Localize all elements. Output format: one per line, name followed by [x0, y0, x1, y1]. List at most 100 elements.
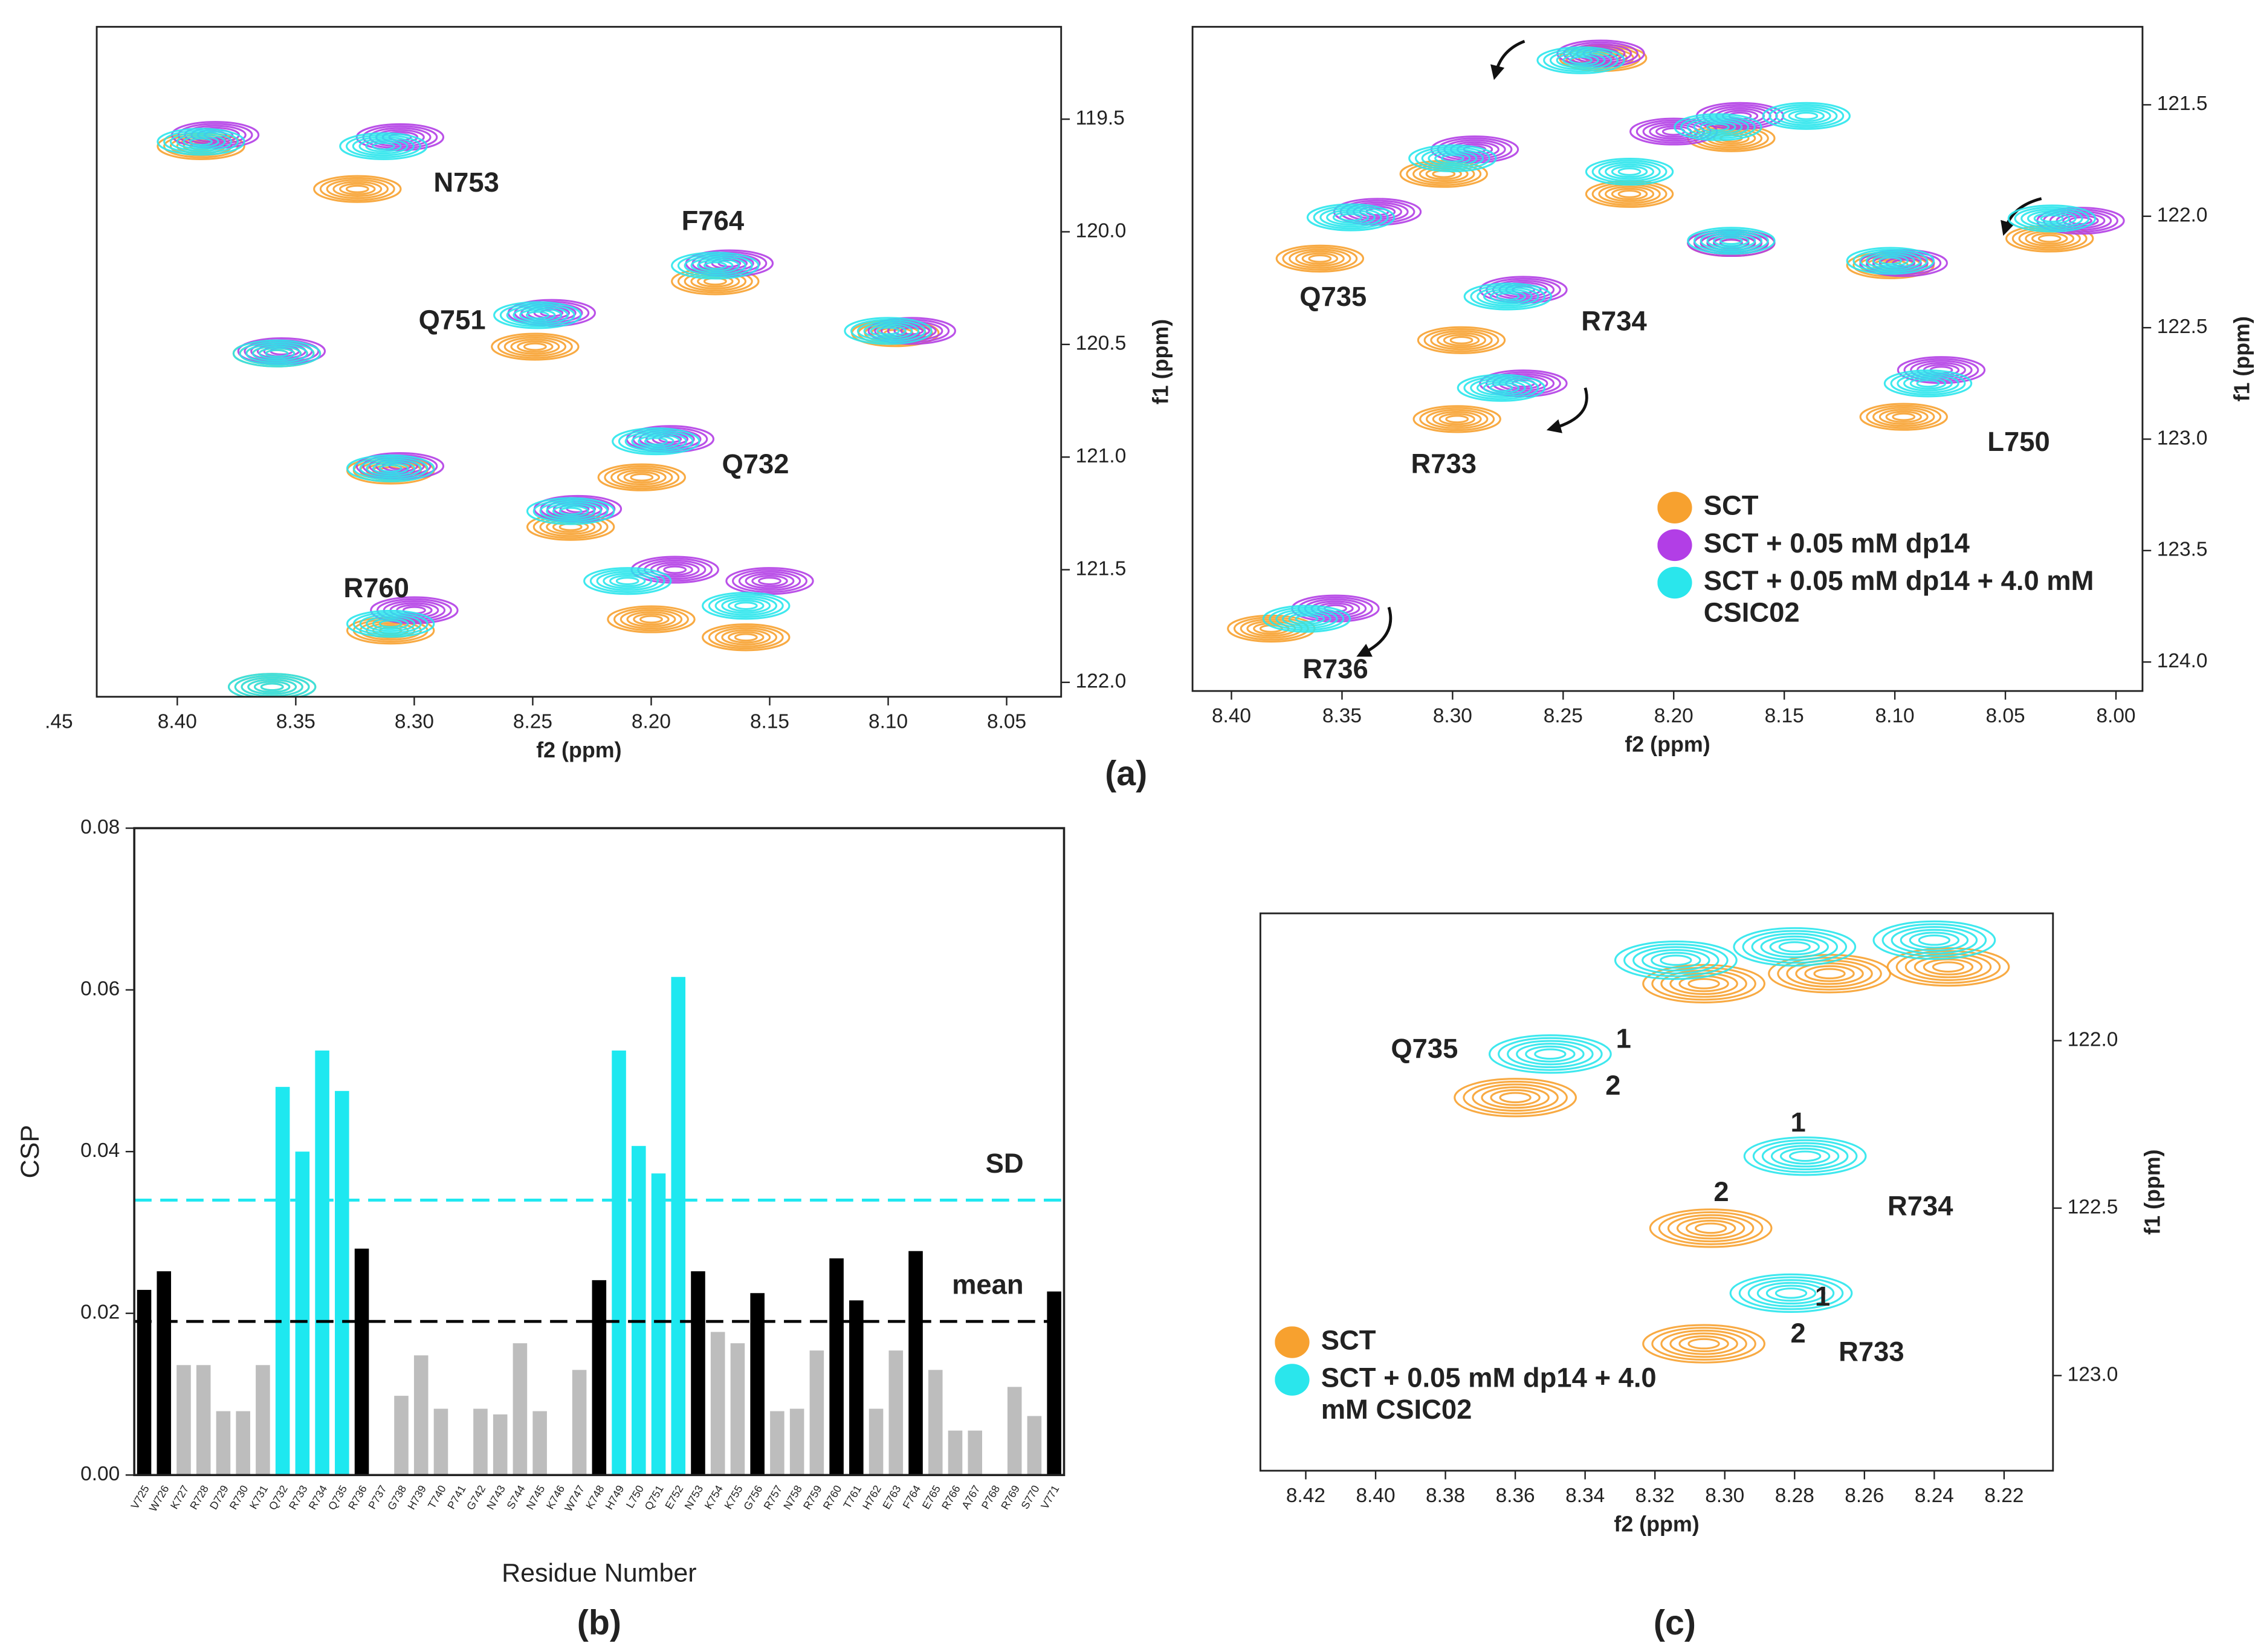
contour-ring [870, 325, 907, 337]
x-tick-label: E763 [880, 1483, 903, 1511]
legend-label: SCT [1321, 1326, 1376, 1357]
bar [691, 1271, 705, 1475]
contour-ring [234, 675, 310, 697]
plot-frame [1259, 912, 2054, 1472]
contour-ring [332, 181, 383, 198]
contour-ring [734, 601, 758, 611]
legend-label: SCT [1703, 491, 1759, 522]
x-tick-label: 8.05 [1986, 705, 2025, 727]
contour-ring [597, 463, 686, 491]
x-tick-label: 8.38 [1426, 1485, 1465, 1507]
contour-ring [1642, 1324, 1765, 1364]
contour-ring [1332, 211, 1370, 224]
contour-ring [1470, 378, 1533, 398]
contour-ring [1781, 108, 1831, 125]
contour-ring [523, 342, 547, 351]
contour-ring [2020, 208, 2083, 229]
contour-ring [1909, 931, 1960, 949]
x-tick-label: R760 [821, 1483, 844, 1512]
contour-ring [1909, 377, 1947, 390]
contour-ring [613, 607, 689, 632]
contour-ring [728, 599, 765, 612]
contour-ring [1760, 935, 1829, 959]
contour-ring [1617, 167, 1642, 176]
peak [493, 301, 582, 329]
contour-ring [1430, 330, 1493, 351]
contour-ring [1686, 117, 1750, 137]
contour-ring [583, 567, 672, 595]
contour-ring [887, 323, 937, 339]
peak [725, 567, 814, 595]
contour-ring [1463, 1080, 1568, 1115]
contour-ring [612, 427, 700, 456]
contour-ring [1916, 379, 1940, 388]
contour-ring [1779, 1147, 1831, 1165]
peak [583, 567, 672, 595]
contour-ring [1295, 250, 1345, 267]
peak [1417, 326, 1506, 354]
contour-ring [1687, 1338, 1720, 1350]
contour-ring [365, 140, 402, 153]
x-tick-label: R733 [286, 1483, 310, 1512]
contour-ring [1651, 951, 1701, 969]
contour-ring [734, 633, 758, 642]
contour-ring [671, 251, 760, 280]
peak [1846, 247, 1935, 275]
x-tick-label: 8.15 [750, 711, 789, 733]
peak [346, 609, 435, 638]
x-tick-label: V771 [1038, 1483, 1061, 1511]
peak [1457, 374, 1546, 402]
contour-ring [372, 617, 409, 630]
contour-ring [169, 131, 233, 152]
contour-ring [183, 135, 219, 148]
bar [275, 1087, 290, 1475]
contour-ring [1778, 941, 1811, 953]
contour-ring [604, 465, 680, 490]
contour-ring [1669, 1332, 1738, 1355]
bar [572, 1370, 587, 1475]
peak-label: R760 [343, 572, 409, 603]
bar [651, 1173, 666, 1475]
contour-ring [624, 431, 688, 452]
contour-ring [1693, 118, 1743, 135]
bar [315, 1050, 329, 1475]
bar [632, 1145, 646, 1475]
bar [770, 1411, 784, 1475]
peak [1629, 117, 1718, 146]
x-tick-label: H749 [603, 1483, 627, 1512]
x-tick-label: K748 [583, 1483, 606, 1511]
legend-item: SCT [1275, 1326, 1708, 1358]
contour-ring [1719, 236, 1743, 245]
arrow [1546, 387, 1588, 433]
contour-ring [1421, 148, 1484, 169]
contour-ring [1477, 286, 1539, 307]
peak-label: Q735 [1391, 1033, 1458, 1064]
contour-ring [1738, 1276, 1844, 1310]
contour-ring [1496, 292, 1520, 301]
contour-ring [1498, 1037, 1603, 1071]
bar [513, 1343, 528, 1475]
bar [1047, 1291, 1061, 1475]
x-tick-label: R757 [762, 1483, 785, 1512]
contour-ring [1895, 950, 2001, 984]
y-tick-label: 122.5 [2068, 1196, 2118, 1218]
contour-ring [1687, 978, 1720, 990]
contour-ring [1476, 380, 1526, 397]
contour-ring [610, 467, 673, 488]
contour-ring [1713, 235, 1750, 247]
bar [888, 1350, 904, 1475]
contour-ring [638, 435, 674, 448]
contour-ring [345, 134, 421, 158]
contour-ring [1288, 612, 1325, 625]
contour-ring [1761, 1142, 1849, 1171]
contour-ring [1866, 404, 1942, 429]
x-tick-label: K727 [168, 1483, 191, 1511]
x-tick-label: R759 [801, 1483, 824, 1512]
peak-label: 1 [1815, 1281, 1830, 1312]
peak-label: Q751 [419, 305, 486, 335]
x-axis-label: f2 (ppm) [1614, 1512, 1699, 1536]
bar [968, 1430, 983, 1475]
x-tick-label: Q735 [326, 1483, 349, 1512]
peak [346, 454, 435, 482]
peak [339, 132, 428, 160]
